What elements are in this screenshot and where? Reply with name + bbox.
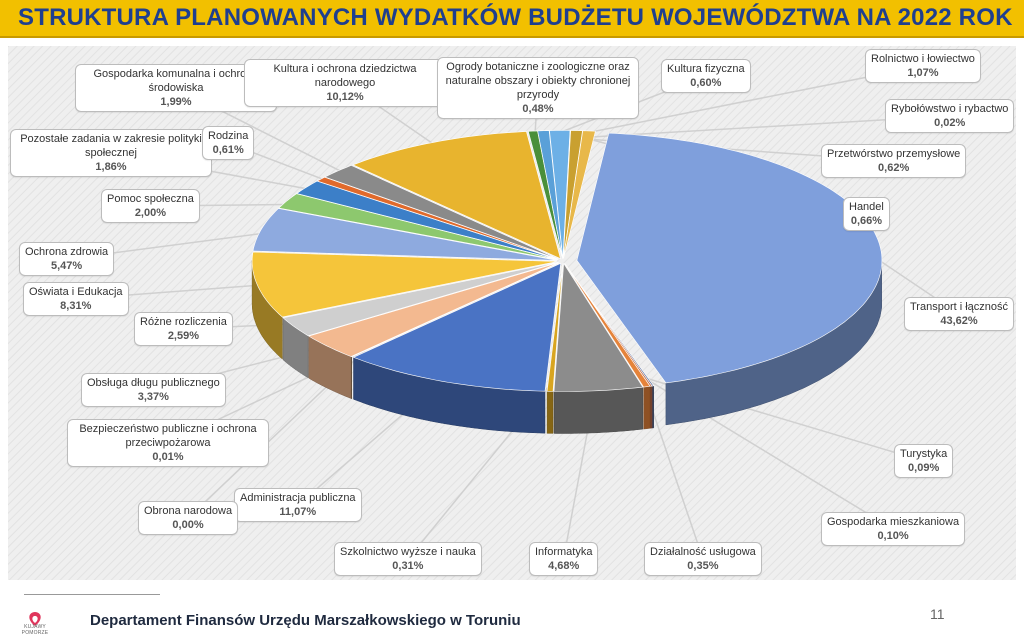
data-label-name: Pozostałe zadania w zakresie polityki sp… [16,132,206,160]
data-label-value: 0,02% [891,116,1008,130]
pie-side-4 [554,387,643,433]
data-label-name: Rolnictwo i łowiectwo [871,52,975,66]
chart-title: STRUKTURA PLANOWANYCH WYDATKÓW BUDŻETU W… [18,4,1013,32]
pie-side-5 [547,391,553,433]
footer-divider [24,594,160,595]
data-label-14: Pozostałe zadania w zakresie polityki sp… [10,129,212,177]
data-label-value: 0,60% [667,76,745,90]
data-label-value: 0,61% [208,143,248,157]
data-label-value: 1,07% [871,66,975,80]
data-label-value: 0,48% [443,102,633,116]
data-label-value: 43,62% [910,314,1008,328]
data-label-name: Informatyka [535,545,592,559]
data-label-name: Przetwórstwo przemysłowe [827,147,960,161]
data-label-name: Turystyka [900,447,947,461]
data-label-name: Różne rozliczenia [140,315,227,329]
data-label-value: 2,59% [140,329,227,343]
data-label-value: 0,35% [650,559,756,573]
data-label-name: Bezpieczeństwo publiczne i ochrona przec… [73,422,263,450]
data-label-8: Bezpieczeństwo publiczne i ochrona przec… [67,419,269,467]
pie-side-2 [650,386,652,428]
data-label-18: Ogrody botaniczne i zoologiczne oraz nat… [437,57,639,119]
data-label-name: Obsługa długu publicznego [87,376,220,390]
data-label-value: 8,31% [29,299,123,313]
data-label-value: 0,66% [849,214,884,228]
data-label-value: 0,01% [73,450,263,464]
title-banner: STRUKTURA PLANOWANYCH WYDATKÓW BUDŻETU W… [0,0,1024,38]
data-label-name: Kultura fizyczna [667,62,745,76]
logo-text: KUJAWY POMORZE [20,624,50,636]
data-label-name: Pomoc społeczna [107,192,194,206]
data-label-value: 0,62% [827,161,960,175]
data-label-name: Obrona narodowa [144,504,232,518]
data-label-name: Ogrody botaniczne i zoologiczne oraz nat… [443,60,633,102]
data-label-name: Ochrona zdrowia [25,245,108,259]
data-label-value: 1,99% [81,95,271,109]
data-label-value: 0,09% [900,461,947,475]
data-label-name: Szkolnictwo wyższe i nauka [340,545,476,559]
data-label-name: Rodzina [208,129,248,143]
page-number: 11 [930,606,945,622]
data-label-name: Transport i łączność [910,300,1008,314]
data-label-value: 1,86% [16,160,206,174]
data-label-value: 3,37% [87,390,220,404]
data-label-name: Działalność usługowa [650,545,756,559]
data-label-value: 10,12% [250,90,440,104]
data-label-17: Kultura i ochrona dziedzictwa narodowego… [244,59,446,107]
data-label-value: 5,47% [25,259,108,273]
data-label-value: 0,00% [144,518,232,532]
data-label-name: Oświata i Edukacja [29,285,123,299]
data-label-name: Administracja publiczna [240,491,356,505]
data-label-name: Kultura i ochrona dziedzictwa narodowego [250,62,440,90]
data-label-name: Handel [849,200,884,214]
data-label-name: Gospodarka komunalna i ochrona środowisk… [81,67,271,95]
data-label-value: 4,68% [535,559,592,573]
pie-side-3 [644,386,650,429]
data-label-value: 0,10% [827,529,959,543]
data-label-value: 0,31% [340,559,476,573]
data-label-name: Gospodarka mieszkaniowa [827,515,959,529]
data-label-value: 11,07% [240,505,356,519]
footer-department: Departament Finansów Urzędu Marszałkowsk… [90,612,521,629]
data-label-value: 2,00% [107,206,194,220]
data-label-name: Rybołówstwo i rybactwo [891,102,1008,116]
